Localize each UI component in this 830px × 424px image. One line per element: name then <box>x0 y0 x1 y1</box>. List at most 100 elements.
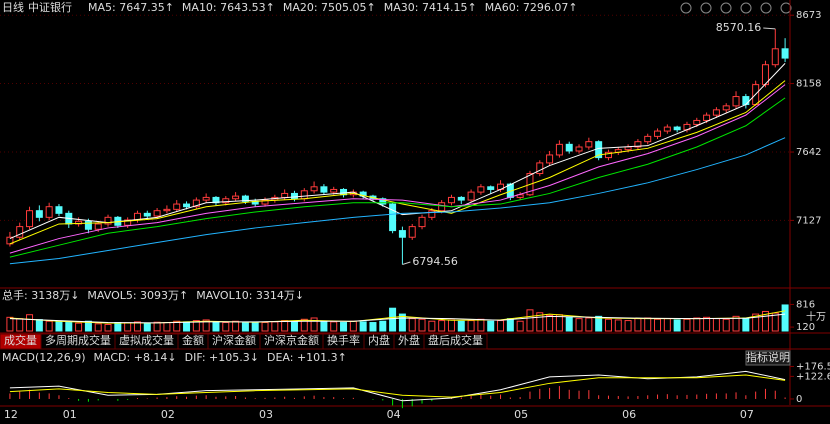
y-tick-label: 120 <box>796 322 815 333</box>
volume-bar <box>75 322 83 332</box>
volume-bar <box>565 316 573 332</box>
x-tick-label: 07 <box>740 408 754 421</box>
volume-bar <box>732 315 740 332</box>
unit-label: 十万 <box>806 310 826 323</box>
candle-body <box>55 206 63 214</box>
candle-body <box>104 216 112 225</box>
candle-body <box>222 198 230 204</box>
tab[interactable]: 内盘 <box>368 333 390 347</box>
candle-body <box>281 192 289 198</box>
period-label[interactable]: 日线 <box>2 0 24 14</box>
x-tick-label: 12 <box>4 408 18 421</box>
volume-bar <box>722 318 730 332</box>
candle-body <box>290 192 298 200</box>
volume-bar <box>781 304 789 332</box>
candle-body <box>26 210 34 228</box>
icon[interactable] <box>700 2 712 14</box>
candle-body <box>457 196 465 201</box>
volume-bar <box>506 318 514 332</box>
tab[interactable]: 虚拟成交量 <box>119 333 174 347</box>
volume-bar <box>761 310 769 332</box>
candle-body <box>703 114 711 121</box>
tab[interactable]: 换手率 <box>327 333 360 347</box>
volume-bar <box>546 314 554 332</box>
volume-bar <box>398 313 406 332</box>
volume-bar <box>487 320 495 332</box>
y-tick-label: +122.6 <box>796 371 830 382</box>
y-tick-label: 7642 <box>796 147 821 158</box>
tab[interactable]: 沪深京金额 <box>264 333 319 347</box>
volume-bar <box>467 320 475 332</box>
tab[interactable]: 沪深金额 <box>212 333 256 347</box>
icon[interactable] <box>680 2 692 14</box>
candle-body <box>241 195 249 202</box>
icon[interactable] <box>740 2 752 14</box>
volume-bar <box>143 323 151 332</box>
volume-bar <box>614 319 622 332</box>
candle-body <box>555 143 563 156</box>
volume-bar <box>644 317 652 332</box>
volume-bar <box>369 322 377 332</box>
legend-entry: DIF: +105.3↓ <box>185 351 259 364</box>
volume-bar <box>124 322 132 332</box>
volume-bar <box>624 320 632 332</box>
tab[interactable]: 成交量 <box>4 333 37 347</box>
legend-entry: MA60: 7296.07↑ <box>485 1 578 14</box>
icon[interactable] <box>760 2 772 14</box>
candle-body <box>232 195 240 200</box>
volume-bar <box>379 320 387 332</box>
volume-bar <box>281 320 289 332</box>
low-label: 6794.56 <box>412 255 458 268</box>
volume-bar <box>408 318 416 332</box>
volume-bar <box>673 319 681 332</box>
volume-bar <box>300 318 308 332</box>
candle-body <box>438 202 446 212</box>
volume-bar <box>438 320 446 332</box>
candle-body <box>173 203 181 210</box>
tab-bg[interactable] <box>423 333 488 350</box>
volume-bar <box>575 318 583 332</box>
help-button-bg[interactable] <box>745 350 791 366</box>
ma-line <box>9 80 786 245</box>
volume-bar <box>585 317 593 332</box>
x-tick-label: 06 <box>622 408 636 421</box>
icon[interactable] <box>780 2 792 14</box>
ma-line <box>9 313 786 324</box>
volume-bar <box>703 316 711 332</box>
tab[interactable]: 盘后成交量 <box>428 333 483 347</box>
y-tick-label: 7127 <box>796 215 821 226</box>
tab[interactable]: 外盘 <box>398 333 420 347</box>
volume-bar <box>241 321 249 332</box>
legend-entry: DEA: +101.3↑ <box>267 351 347 364</box>
candle-body <box>771 48 779 66</box>
tab[interactable]: 金额 <box>182 333 204 347</box>
help-button[interactable]: 指标说明 <box>746 350 790 364</box>
ma-line <box>9 374 786 398</box>
candle-body <box>94 223 102 230</box>
x-tick-label: 01 <box>63 408 77 421</box>
ma-line <box>9 137 786 265</box>
macd-label: MACD: +8.14↓ <box>94 351 177 364</box>
tab[interactable]: 多周期成交量 <box>45 333 111 347</box>
volume-bar <box>35 319 43 332</box>
candle-body <box>84 220 92 230</box>
icon[interactable] <box>720 2 732 14</box>
candle-body <box>575 146 583 152</box>
candle-body <box>722 105 730 111</box>
candle-body <box>163 208 171 212</box>
candle-body <box>389 203 397 232</box>
volume-bar <box>173 320 181 332</box>
volume-bar <box>389 307 397 332</box>
candle-body <box>320 186 328 193</box>
candle-body <box>300 190 308 200</box>
candle-body <box>45 206 53 218</box>
candle-body <box>183 203 191 208</box>
macd-label: MACD(12,26,9) <box>2 351 86 364</box>
ma-line <box>9 63 786 240</box>
volume-bar <box>26 314 34 332</box>
candle-body <box>330 188 338 193</box>
volume-bar <box>202 319 210 332</box>
volume-bar <box>555 314 563 332</box>
volume-bar <box>212 321 220 332</box>
